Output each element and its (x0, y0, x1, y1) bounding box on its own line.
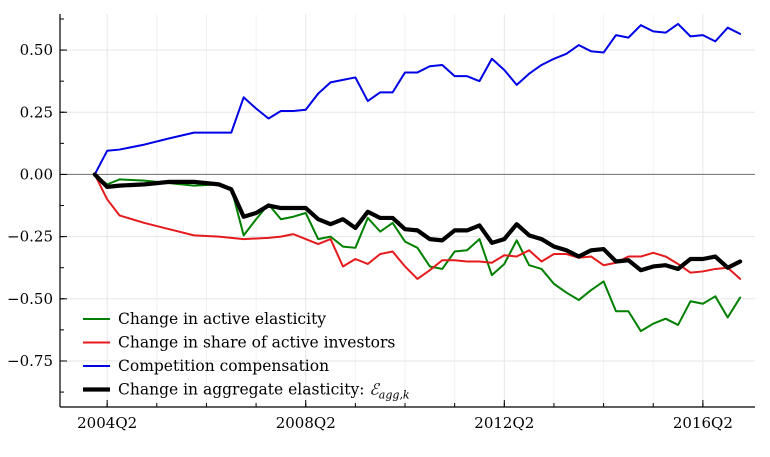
legend-label: Change in share of active investors (118, 334, 395, 352)
legend: Change in active elasticity Change in sha… (83, 310, 410, 402)
series-line-1 (93, 173, 742, 333)
x-tick-label: 2016Q2 (673, 414, 733, 432)
x-axis-ticks: 2004Q2 2008Q2 2012Q2 2016Q2 (77, 400, 733, 432)
x-tick-label: 2004Q2 (77, 414, 137, 432)
y-tick-label: 0.00 (20, 165, 53, 183)
legend-label: Change in aggregate elasticity: ℰagg,k (118, 381, 410, 402)
series-line-4 (92, 172, 743, 273)
y-tick-label: −0.25 (7, 228, 53, 246)
y-tick-label: 0.50 (20, 41, 53, 59)
y-tick-label: −0.50 (7, 290, 53, 308)
series-line-3 (93, 22, 742, 176)
y-tick-label: −0.75 (7, 352, 53, 370)
series-line-2 (93, 173, 742, 280)
legend-label: Change in active elasticity (118, 310, 326, 328)
x-tick-label: 2012Q2 (474, 414, 534, 432)
x-tick-label: 2008Q2 (276, 414, 336, 432)
legend-math-subscript: agg,k (379, 389, 410, 402)
y-tick-label: 0.25 (20, 103, 53, 121)
legend-math-symbol: ℰ (369, 381, 380, 399)
series-lines (92, 22, 743, 333)
y-axis-ticks: 0.50 0.25 0.00 −0.25 −0.50 −0.75 (7, 18, 67, 393)
axes (59, 14, 755, 408)
legend-label: Competition compensation (118, 357, 329, 375)
